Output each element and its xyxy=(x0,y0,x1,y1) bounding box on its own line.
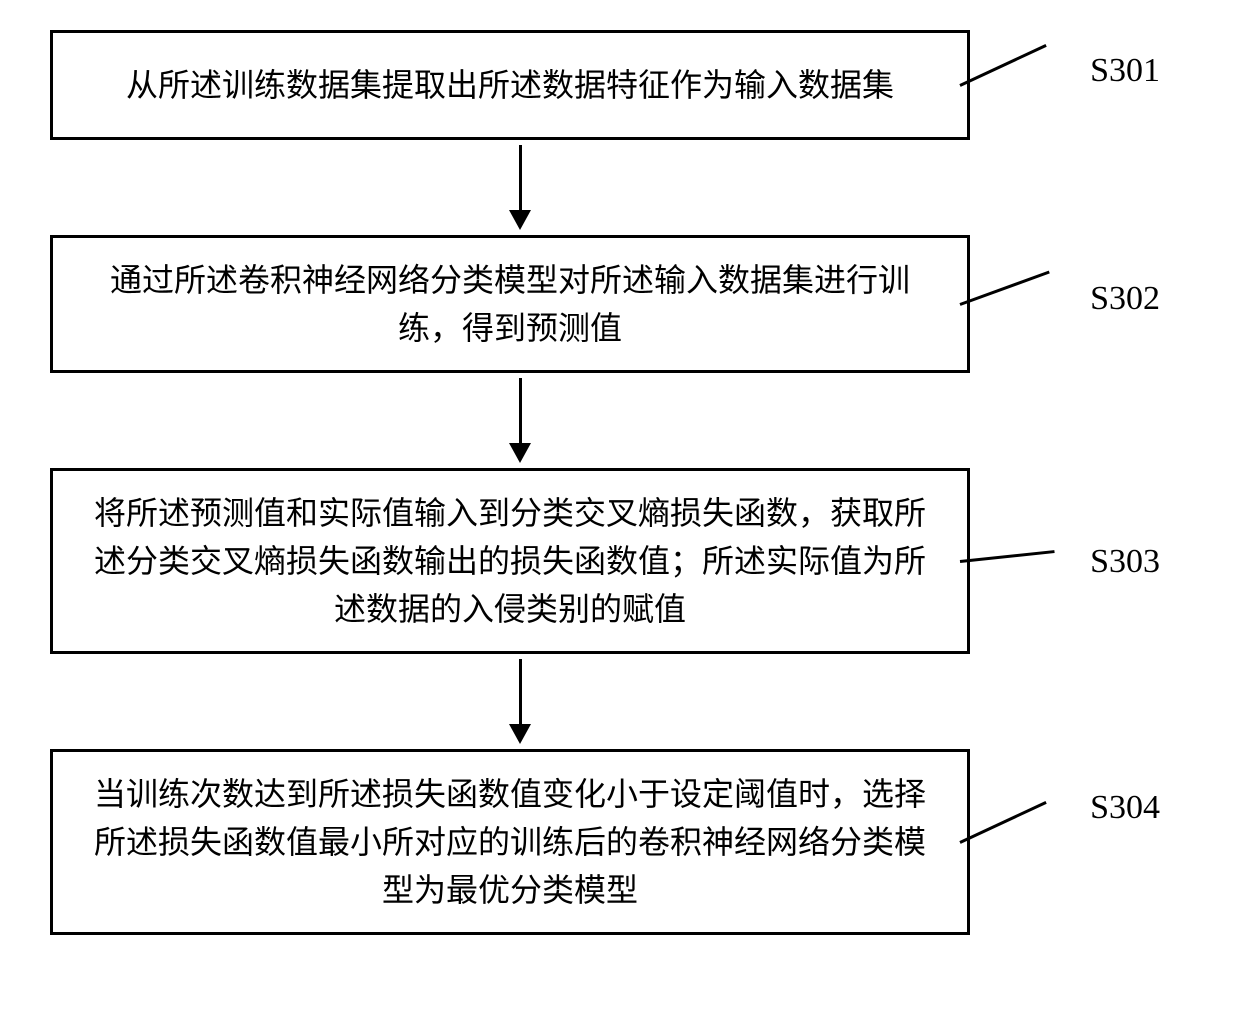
arrow-line-2 xyxy=(519,378,522,443)
connector-line-2 xyxy=(959,270,1049,305)
connector-line-1 xyxy=(959,43,1046,86)
step-text-1: 从所述训练数据集提取出所述数据特征作为输入数据集 xyxy=(126,61,894,109)
step-label-4: S304 xyxy=(1090,789,1160,827)
arrow-line-3 xyxy=(519,659,522,724)
step-label-3: S303 xyxy=(1090,543,1160,581)
arrow-head-1 xyxy=(509,210,531,230)
step-box-2: 通过所述卷积神经网络分类模型对所述输入数据集进行训练，得到预测值 xyxy=(50,235,970,373)
step-container-2: 通过所述卷积神经网络分类模型对所述输入数据集进行训练，得到预测值 S302 xyxy=(50,235,1190,373)
step-text-3: 将所述预测值和实际值输入到分类交叉熵损失函数，获取所述分类交叉熵损失函数输出的损… xyxy=(83,489,937,633)
arrow-1 xyxy=(509,145,531,230)
step-box-1: 从所述训练数据集提取出所述数据特征作为输入数据集 xyxy=(50,30,970,140)
flowchart-container: 从所述训练数据集提取出所述数据特征作为输入数据集 S301 通过所述卷积神经网络… xyxy=(50,30,1190,935)
step-container-4: 当训练次数达到所述损失函数值变化小于设定阈值时，选择所述损失函数值最小所对应的训… xyxy=(50,749,1190,935)
connector-line-4 xyxy=(959,800,1046,843)
connector-line-3 xyxy=(960,550,1055,563)
arrow-head-2 xyxy=(509,443,531,463)
arrow-2 xyxy=(509,378,531,463)
step-box-4: 当训练次数达到所述损失函数值变化小于设定阈值时，选择所述损失函数值最小所对应的训… xyxy=(50,749,970,935)
arrow-head-3 xyxy=(509,724,531,744)
step-container-3: 将所述预测值和实际值输入到分类交叉熵损失函数，获取所述分类交叉熵损失函数输出的损… xyxy=(50,468,1190,654)
step-label-1: S301 xyxy=(1090,52,1160,90)
step-container-1: 从所述训练数据集提取出所述数据特征作为输入数据集 S301 xyxy=(50,30,1190,140)
step-label-2: S302 xyxy=(1090,280,1160,318)
arrow-line-1 xyxy=(519,145,522,210)
step-text-4: 当训练次数达到所述损失函数值变化小于设定阈值时，选择所述损失函数值最小所对应的训… xyxy=(83,770,937,914)
arrow-3 xyxy=(509,659,531,744)
step-box-3: 将所述预测值和实际值输入到分类交叉熵损失函数，获取所述分类交叉熵损失函数输出的损… xyxy=(50,468,970,654)
step-text-2: 通过所述卷积神经网络分类模型对所述输入数据集进行训练，得到预测值 xyxy=(83,256,937,352)
